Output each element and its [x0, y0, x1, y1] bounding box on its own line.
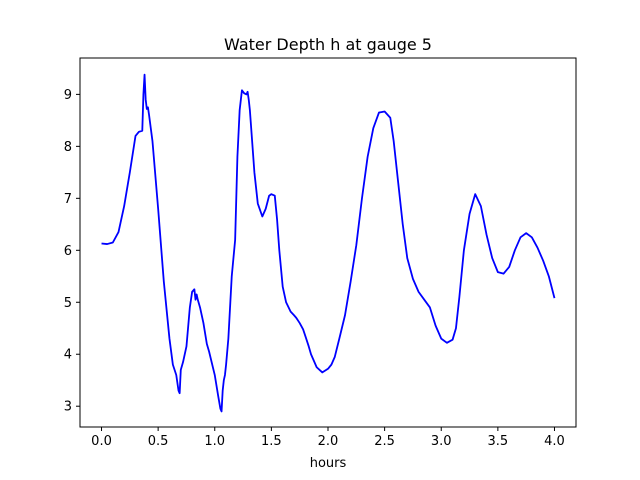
y-tick-label: 7 [64, 192, 72, 207]
y-tick-label: 6 [64, 244, 72, 259]
x-tick-label: 1.5 [261, 434, 282, 449]
x-tick-label: 0.5 [148, 434, 169, 449]
chart-title: Water Depth h at gauge 5 [224, 35, 432, 54]
y-tick-label: 8 [64, 140, 72, 155]
x-tick-label: 0.0 [91, 434, 112, 449]
y-axis-ticks: 3 4 5 6 7 8 9 [64, 88, 80, 415]
plot-area [80, 58, 576, 427]
x-tick-label: 1.0 [204, 434, 225, 449]
x-tick-label: 3.5 [488, 434, 509, 449]
x-tick-label: 4.0 [544, 434, 565, 449]
series-layer [101, 73, 556, 413]
y-tick-label: 5 [64, 296, 72, 311]
series-line [101, 73, 556, 413]
y-tick-label: 4 [64, 348, 72, 363]
y-tick-label: 9 [64, 88, 72, 103]
x-tick-label: 2.0 [318, 434, 339, 449]
x-axis-label: hours [310, 456, 347, 471]
y-tick-label: 3 [64, 400, 72, 415]
x-tick-label: 3.0 [431, 434, 452, 449]
x-tick-label: 2.5 [374, 434, 395, 449]
x-axis-ticks: 0.0 0.5 1.0 1.5 2.0 2.5 3.0 3.5 4.0 [91, 427, 565, 449]
